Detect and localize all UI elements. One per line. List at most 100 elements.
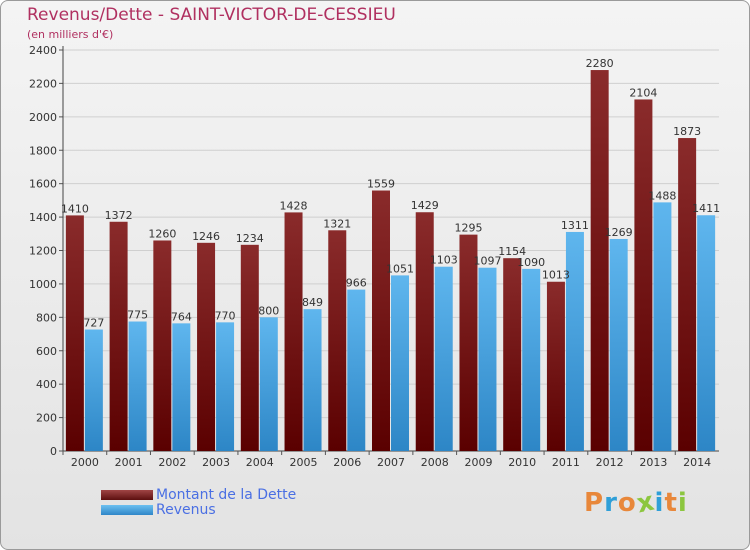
x-tick-label: 2000	[71, 456, 99, 469]
bar-dette	[197, 242, 216, 451]
data-label-revenus: 1051	[386, 262, 414, 275]
y-tick-label: 2400	[29, 44, 57, 57]
logo-letter: t	[664, 488, 678, 518]
y-tick-label: 800	[36, 311, 57, 324]
data-labels: 1410 727 1372 775 1260 764 1246 770 1234 800 1428 8…	[61, 57, 720, 329]
y-tick-label: 1600	[29, 178, 57, 191]
bar-dette	[546, 281, 565, 451]
bar-dette	[503, 258, 522, 451]
bar-revenus	[391, 275, 409, 451]
data-label-revenus: 1090	[517, 256, 545, 269]
x-tick-label: 2010	[508, 456, 536, 469]
x-tick-label: 2003	[202, 456, 230, 469]
bar-revenus	[347, 289, 366, 451]
bar-dette	[153, 240, 172, 451]
data-label-revenus: 1097	[473, 255, 501, 268]
y-tick-label: 600	[36, 345, 57, 358]
bar-revenus	[565, 231, 584, 451]
y-tick-label: 1200	[29, 245, 57, 258]
data-label-revenus: 764	[171, 310, 192, 323]
data-label-revenus: 775	[127, 309, 148, 322]
y-tick-label: 2000	[29, 111, 57, 124]
data-label-dette: 1873	[673, 125, 701, 138]
bar-dette	[678, 138, 697, 451]
data-label-dette: 1410	[61, 202, 89, 215]
legend-item-dette: Montant de la Dette	[101, 487, 297, 503]
y-tick-label: 2200	[29, 77, 57, 90]
chart-title: Revenus/Dette - SAINT-VICTOR-DE-CESSIEU	[27, 5, 396, 25]
bar-dette	[109, 221, 128, 451]
bars	[65, 70, 716, 452]
x-tick-label: 2001	[115, 456, 143, 469]
x-tick-label: 2013	[639, 456, 667, 469]
legend-item-revenus: Revenus	[101, 502, 216, 518]
proxiti-logo: Proxiti	[584, 486, 688, 519]
bar-dette	[328, 230, 347, 451]
bar-dette	[372, 190, 390, 451]
x-tick-label: 2006	[333, 456, 361, 469]
data-label-dette: 2104	[629, 86, 657, 99]
x-tick-label: 2007	[377, 456, 405, 469]
legend-swatch-dette	[101, 490, 153, 500]
bar-dette	[240, 244, 259, 451]
y-tick-label: 400	[36, 378, 57, 391]
bar-dette	[415, 212, 434, 451]
data-label-dette: 1321	[323, 217, 351, 230]
bar-dette	[590, 70, 609, 452]
y-tick-label: 0	[50, 445, 57, 458]
data-label-dette: 1559	[367, 178, 395, 191]
data-label-revenus: 1269	[605, 226, 633, 239]
data-label-revenus: 849	[302, 296, 323, 309]
data-label-revenus: 1311	[561, 219, 589, 232]
y-tick-label: 200	[36, 412, 57, 425]
data-label-dette: 1429	[411, 199, 439, 212]
bar-revenus	[697, 215, 716, 451]
bar-revenus	[128, 321, 147, 451]
bar-dette	[65, 215, 84, 451]
data-label-dette: 1295	[454, 222, 482, 235]
data-label-revenus: 966	[346, 277, 367, 290]
bar-revenus	[522, 268, 541, 451]
legend-label-dette: Montant de la Dette	[156, 487, 297, 503]
bar-dette	[284, 212, 303, 451]
x-tick-label: 2009	[464, 456, 492, 469]
x-tick-label: 2008	[421, 456, 449, 469]
y-tick-label: 1800	[29, 144, 57, 157]
x-tick-label: 2002	[158, 456, 186, 469]
bar-revenus	[84, 329, 103, 451]
logo-letter: i	[677, 488, 688, 518]
data-label-dette: 1428	[280, 199, 308, 212]
logo-letter: P	[584, 488, 605, 518]
bar-revenus	[609, 238, 628, 451]
bar-revenus	[653, 202, 672, 451]
data-label-dette: 2280	[586, 57, 614, 70]
bar-revenus	[478, 267, 497, 451]
chart-subtitle: (en milliers d'€)	[27, 28, 114, 41]
data-label-dette: 1234	[236, 232, 264, 245]
data-label-dette: 1013	[542, 269, 570, 282]
data-label-dette: 1372	[105, 209, 133, 222]
data-label-dette: 1246	[192, 230, 220, 243]
x-tick-label: 2005	[290, 456, 318, 469]
legend-label-revenus: Revenus	[156, 502, 216, 518]
y-tick-label: 1000	[29, 278, 57, 291]
data-label-dette: 1154	[498, 245, 526, 258]
bar-revenus	[259, 317, 278, 451]
data-label-revenus: 1488	[648, 189, 676, 202]
data-label-revenus: 1411	[692, 202, 720, 215]
logo-letter: i	[654, 488, 665, 518]
x-tick-label: 2014	[683, 456, 711, 469]
data-label-revenus: 1103	[430, 254, 458, 267]
y-tick-label: 1400	[29, 211, 57, 224]
x-tick-label: 2012	[596, 456, 624, 469]
legend-swatch-revenus	[101, 505, 153, 515]
data-label-revenus: 770	[215, 309, 236, 322]
data-label-revenus: 727	[83, 317, 104, 330]
bar-dette	[634, 99, 653, 451]
x-tick-label: 2004	[246, 456, 274, 469]
bar-revenus	[172, 323, 191, 451]
bar-revenus	[434, 266, 453, 451]
logo-letter: r	[604, 488, 618, 518]
